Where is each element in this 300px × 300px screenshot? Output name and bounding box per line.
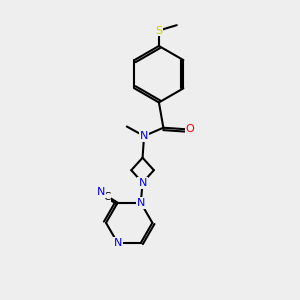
Text: N: N [138,178,147,188]
Text: C: C [103,192,110,202]
Text: N: N [97,187,105,197]
Text: S: S [155,26,163,35]
Text: N: N [140,131,148,141]
Text: N: N [136,198,145,208]
Text: N: N [113,238,122,248]
Text: O: O [186,124,194,134]
